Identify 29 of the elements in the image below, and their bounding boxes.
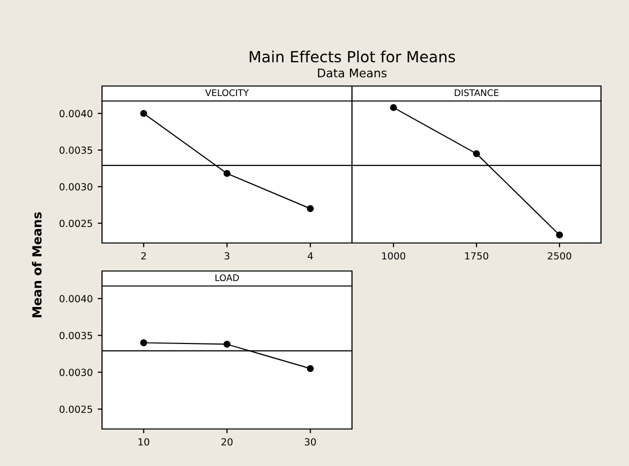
x-tick-label: 1000: [382, 252, 406, 260]
y-tick-label: 0.0035: [60, 146, 92, 154]
x-tick-label: 30: [304, 438, 316, 446]
point: [140, 339, 148, 346]
y-tick-label: 0.0040: [60, 295, 92, 302]
y-axis-title: Mean of Means: [32, 212, 42, 318]
y-tick-label: 0.0025: [60, 220, 92, 228]
y-tick-label: 0.0035: [60, 332, 92, 340]
y-tick-label: 0.0025: [60, 406, 92, 413]
x-tick-label: 2: [141, 252, 146, 260]
point: [224, 170, 230, 177]
chart-title: DISTANCE: [454, 89, 498, 96]
x-tick-label: 20: [222, 438, 233, 446]
y-tick-label: 0.0030: [60, 183, 92, 190]
y-tick-label: 0.0030: [60, 368, 92, 376]
text: Main Effects Plot for Means: [250, 50, 455, 62]
chart-title: LOAD: [215, 274, 239, 282]
point: [306, 205, 314, 212]
point: [224, 340, 230, 348]
x-tick-label: 4: [308, 252, 313, 260]
point: [140, 110, 148, 117]
x-tick-label: 1750: [465, 252, 488, 260]
chart-title: VELOCITY: [205, 89, 249, 96]
point: [306, 365, 314, 372]
y-tick-label: 0.0040: [60, 110, 92, 118]
x-tick-label: 2500: [548, 252, 572, 260]
x-tick-label: 10: [138, 438, 150, 446]
text: Data Means: [318, 68, 387, 78]
x-tick-label: 3: [224, 252, 230, 260]
